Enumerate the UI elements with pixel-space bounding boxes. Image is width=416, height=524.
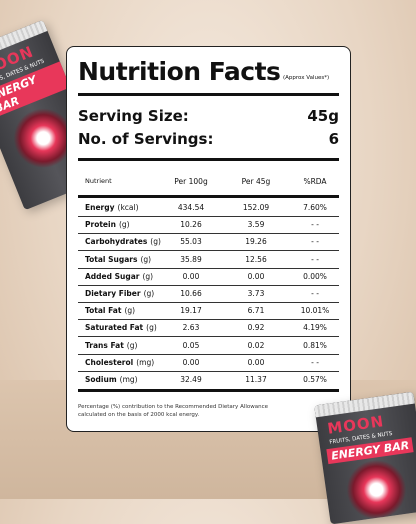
value-cell: 2.63 — [182, 323, 200, 333]
package-bottom: MOON FRUITS, DATES & NUTS ENERGY BAR — [314, 391, 416, 524]
unit: (g) — [118, 220, 130, 230]
value-cell: 152.09 — [242, 203, 270, 212]
value-cell: 0.81% — [303, 340, 327, 350]
unit: (kcal) — [117, 203, 139, 212]
nutrient-name: Protein (g) — [85, 220, 130, 229]
row-divider — [78, 302, 339, 303]
header-cell: Nutrient — [85, 177, 112, 185]
value-cell: 55.03 — [180, 237, 202, 247]
rule — [78, 93, 339, 96]
value-cell: 434.54 — [177, 203, 205, 212]
value-cell: 0.57% — [303, 375, 327, 384]
nutrient: Cholesterol — [85, 357, 134, 367]
row-divider — [78, 284, 339, 286]
value-cell: 3.73 — [247, 289, 265, 298]
rule — [78, 195, 339, 198]
nutrient: Total Sugars — [85, 254, 138, 264]
value-cell: 0.02 — [247, 340, 265, 350]
package-art — [342, 455, 411, 524]
value-cell: 0.00 — [182, 357, 200, 367]
row-divider — [78, 336, 339, 338]
servings-label: No. of Servings: — [78, 130, 214, 148]
nutrient: Energy — [85, 203, 115, 212]
unit: (g) — [140, 254, 152, 264]
nutrition-card: Nutrition Facts (Approx Values*) Serving… — [66, 46, 351, 432]
footnote: Percentage (%) contribution to the Recom… — [78, 404, 269, 418]
row-divider — [78, 267, 339, 269]
nutrient: Protein — [85, 220, 116, 230]
nutrient-name: Saturated Fat (g) — [85, 323, 157, 332]
value-cell: - - — [311, 237, 319, 247]
unit: (g) — [124, 306, 136, 316]
rule — [78, 389, 339, 392]
row-divider — [78, 319, 339, 321]
unit: (mg) — [136, 357, 155, 367]
nutrient-name: Cholesterol (mg) — [85, 358, 154, 367]
value-cell: 19.17 — [180, 306, 202, 316]
value-cell: 0.00% — [303, 271, 327, 281]
unit: (mg) — [119, 375, 138, 384]
unit: (g) — [150, 237, 161, 247]
nutrient-name: Added Sugar (g) — [85, 272, 153, 281]
nutrient: Sodium — [85, 375, 117, 384]
value-cell: 7.60% — [303, 203, 327, 212]
value-cell: 35.89 — [180, 254, 202, 264]
row-divider — [78, 216, 339, 217]
nutrient: Carbohydrates — [85, 237, 148, 247]
nutrient: Trans Fat — [85, 340, 124, 350]
nutrient-name: Energy (kcal) — [85, 203, 139, 212]
value-cell: 6.71 — [247, 306, 265, 316]
nutrient-name: Sodium (mg) — [85, 375, 138, 384]
value-cell: 10.66 — [180, 289, 202, 298]
header-cell: %RDA — [303, 177, 327, 186]
nutrient-name: Dietary Fiber (g) — [85, 289, 154, 298]
rule — [78, 158, 339, 161]
value-cell: 12.56 — [245, 254, 267, 264]
value-cell: - - — [311, 289, 319, 298]
value-cell: 11.37 — [245, 375, 267, 384]
header-cell: Per 100g — [174, 177, 208, 186]
nutrient: Total Fat — [85, 306, 122, 316]
value-cell: 3.59 — [247, 220, 265, 230]
value-cell: 0.92 — [247, 323, 265, 333]
nutrient-name: Trans Fat (g) — [85, 341, 137, 350]
value-cell: - - — [311, 357, 319, 367]
value-cell: - - — [311, 254, 319, 264]
value-cell: 4.19% — [303, 323, 327, 333]
nutrient-name: Carbohydrates (g) — [85, 237, 161, 246]
nutrient-name: Total Sugars (g) — [85, 255, 151, 264]
header-cell: Per 45g — [241, 177, 271, 186]
row-divider — [78, 370, 339, 372]
value-cell: 0.05 — [182, 340, 200, 350]
unit: (g) — [146, 323, 157, 333]
note: (Approx Values*) — [283, 75, 330, 81]
serving-size-value: 45g — [307, 107, 339, 125]
servings-value: 6 — [328, 130, 339, 148]
row-divider — [78, 233, 339, 235]
value-cell: 10.01% — [300, 306, 330, 316]
row-divider — [78, 250, 339, 252]
value-cell: 0.00 — [247, 271, 265, 281]
unit: (g) — [143, 289, 155, 298]
title: Nutrition Facts — [78, 57, 281, 86]
nutrient: Added Sugar — [85, 271, 140, 281]
unit: (g) — [126, 340, 138, 350]
value-cell: 32.49 — [180, 375, 202, 384]
value-cell: 10.26 — [180, 220, 202, 230]
row-divider — [78, 353, 339, 355]
nutrient-name: Total Fat (g) — [85, 306, 135, 315]
nutrient: Dietary Fiber — [85, 289, 141, 298]
value-cell: - - — [311, 220, 319, 230]
serving-size-label: Serving Size: — [78, 107, 189, 125]
unit: (g) — [142, 271, 154, 281]
value-cell: 0.00 — [247, 357, 265, 367]
value-cell: 19.26 — [245, 237, 267, 247]
value-cell: 0.00 — [182, 271, 200, 281]
nutrient: Saturated Fat — [85, 323, 144, 333]
